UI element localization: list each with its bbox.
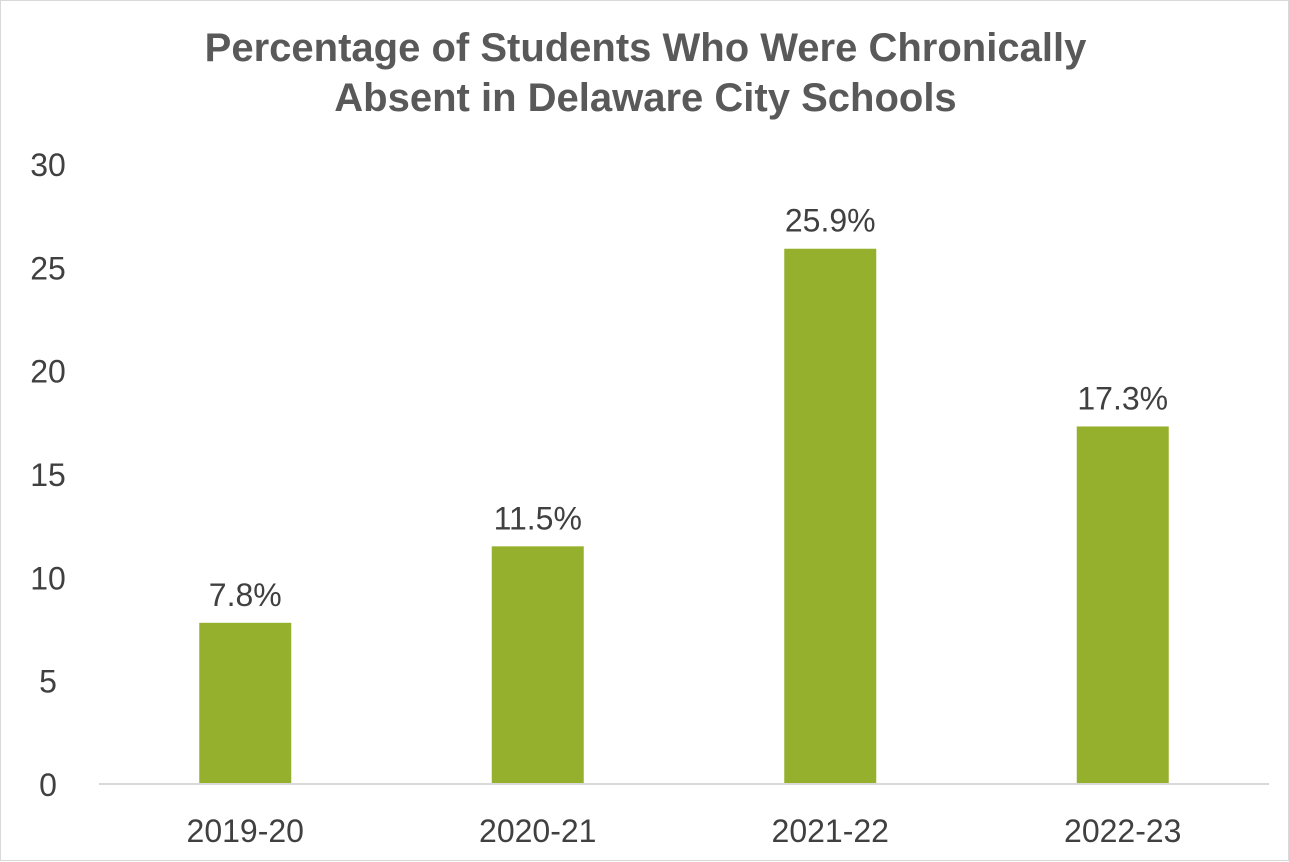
x-tick-label: 2021-22	[772, 813, 889, 849]
bar-2020-21	[491, 546, 584, 784]
bar-2022-23	[1076, 426, 1169, 784]
data-label-2020-21: 11.5%	[494, 500, 582, 536]
data-label-2019-20: 7.8%	[209, 577, 282, 613]
data-label-2022-23: 17.3%	[1077, 380, 1168, 416]
chart-title-line-1: Percentage of Students Who Were Chronica…	[204, 26, 1087, 70]
data-label-2021-22: 25.9%	[785, 203, 876, 239]
bar-2019-20	[199, 622, 292, 784]
x-axis-category-labels: 2019-20 2020-21 2021-22 2022-23	[187, 813, 1182, 849]
y-tick-label: 30	[30, 147, 66, 183]
x-tick-label: 2022-23	[1064, 813, 1181, 849]
y-axis-tick-labels: 0 5 10 15 20 25 30	[30, 147, 66, 803]
bar-2021-22	[784, 248, 877, 784]
y-tick-label: 0	[39, 767, 57, 803]
x-tick-label: 2020-21	[479, 813, 596, 849]
y-tick-label: 20	[30, 354, 66, 390]
chart-title-line-2: Absent in Delaware City Schools	[334, 76, 957, 120]
data-labels: 7.8% 11.5% 25.9% 17.3%	[209, 203, 1168, 613]
y-tick-label: 15	[30, 457, 66, 493]
x-tick-label: 2019-20	[187, 813, 304, 849]
y-tick-label: 25	[30, 250, 66, 286]
y-tick-label: 10	[30, 560, 66, 596]
y-tick-label: 5	[39, 664, 57, 700]
bar-series	[199, 248, 1169, 784]
chart-title: Percentage of Students Who Were Chronica…	[1, 23, 1289, 123]
